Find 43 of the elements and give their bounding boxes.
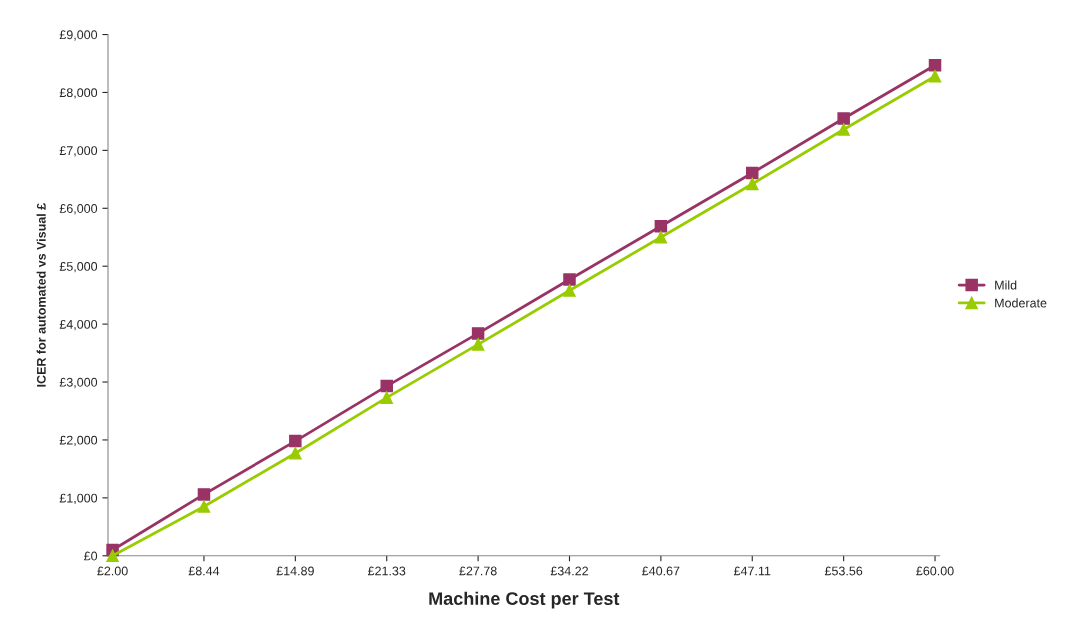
y-axis-title: ICER for automated vs Visual £: [36, 203, 46, 387]
point: [197, 500, 211, 513]
point: [654, 219, 668, 233]
point: [289, 434, 302, 448]
point: [654, 230, 668, 244]
legend-label: Mild: [995, 280, 1017, 290]
point: [746, 166, 759, 180]
x-tick-label: £14.89: [276, 566, 314, 576]
point: [471, 338, 485, 351]
point: [928, 69, 942, 83]
x-tick-label: £60.00: [916, 566, 954, 576]
legend-label: Moderate: [995, 298, 1047, 308]
y-tick-label: £3,000: [59, 377, 98, 389]
y-tick-label: £8,000: [59, 88, 98, 99]
point: [289, 447, 302, 460]
point: [380, 379, 393, 393]
x-tick-label: £8.44: [188, 566, 220, 576]
point: [563, 284, 576, 297]
point: [837, 123, 850, 136]
x-tick-label: £21.33: [367, 566, 406, 576]
x-tick-label: £47.11: [733, 566, 771, 576]
y-tick-label: £6,000: [59, 204, 98, 215]
point: [746, 177, 759, 191]
x-tick-label: £53.56: [824, 566, 863, 576]
y-tick-label: £7,000: [59, 146, 98, 157]
point: [380, 391, 393, 404]
y-tick-label: £9,000: [59, 30, 98, 41]
x-axis-title: Machine Cost per Test: [429, 591, 620, 609]
x-tick-label: £34.22: [550, 566, 588, 576]
point: [106, 549, 119, 563]
y-tick-label: £4,000: [59, 319, 98, 331]
y-tick-label: £5,000: [59, 262, 98, 273]
x-tick-label: £2.00: [97, 566, 128, 576]
point: [928, 58, 942, 72]
point: [837, 112, 850, 125]
x-tick-label: £40.67: [642, 566, 680, 576]
y-tick-label: £2,000: [59, 435, 98, 447]
x-tick-label: £27.78: [459, 566, 497, 576]
y-tick-label: £0: [84, 551, 98, 561]
point: [471, 327, 485, 340]
point: [197, 488, 211, 501]
y-tick-label: £1,000: [59, 493, 98, 504]
point: [563, 273, 576, 286]
